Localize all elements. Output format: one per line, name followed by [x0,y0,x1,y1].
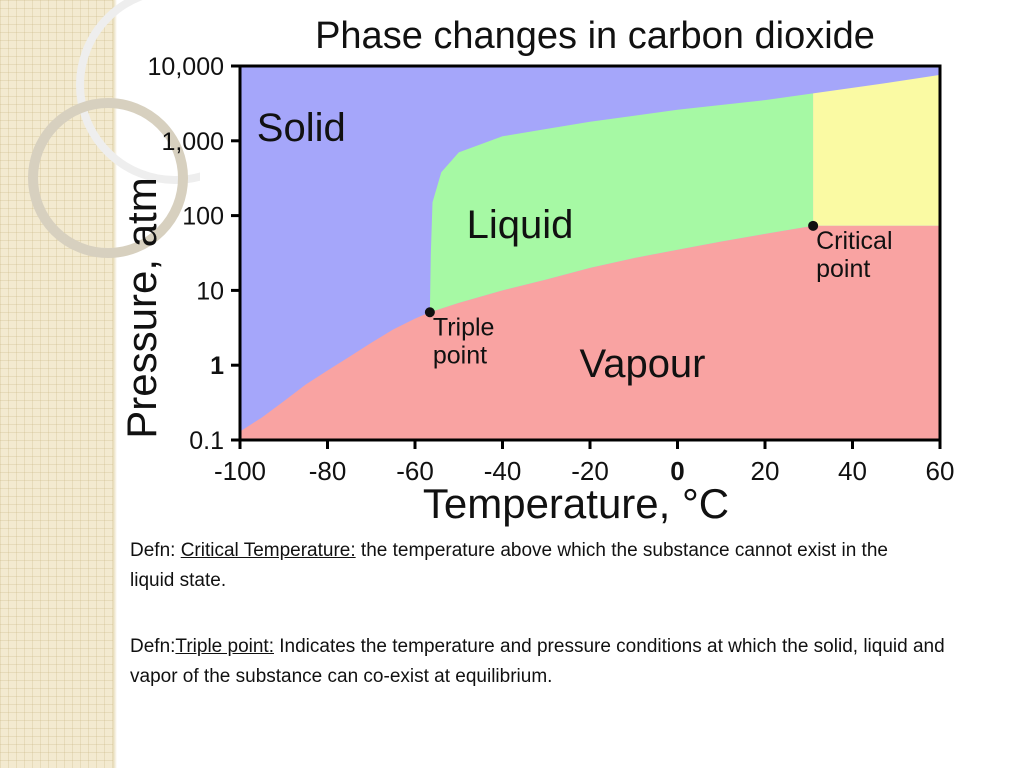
y-axis-label: Pressure, atm [118,177,165,438]
definition-critical-temperature: Defn: Critical Temperature: the temperat… [130,536,890,596]
triple-point-label: Triple point [433,313,495,369]
triple-point-label-line: Triple [433,313,495,341]
y-tick-label: 10,000 [148,53,224,81]
x-tick-label: 40 [838,456,867,486]
x-tick-label: 60 [926,456,955,486]
definition-text: the temperature above which the substanc… [130,540,888,591]
critical-point-label: Critical point [816,227,892,283]
chart-labels: Phase changes in carbon dioxide Temperatu… [118,15,893,527]
x-tick-label: -100 [214,456,266,486]
phase-diagram-chart: -100 -80 -60 -40 -20 0 20 40 60 10,000 1,000 100 10 1… [118,15,955,527]
critical-point-label-line: point [816,255,870,283]
region-label-liquid: Liquid [467,203,574,247]
definition-term: Triple point: [175,636,274,657]
y-tick-label: 100 [182,203,224,231]
region-vapour [240,225,940,440]
x-tick-label: -80 [309,456,347,486]
x-axis-label: Temperature, °C [423,480,729,527]
decorative-ring-lower [28,98,188,258]
triple-point-label-line: point [433,341,487,369]
definition-prefix: Defn: [130,636,176,657]
region-label-solid: Solid [257,106,346,150]
y-tick-label: 0.1 [189,427,224,455]
decorative-ring-upper [76,0,200,184]
definition-triple-point: Defn:Triple point: Indicates the tempera… [130,632,960,692]
definition-text: Indicates the temperature and pressure c… [130,636,945,687]
chart-axes: -100 -80 -60 -40 -20 0 20 40 60 10,000 1,000 100 10 1… [148,53,955,486]
triple-point-marker [424,307,435,318]
phase-regions [240,66,940,440]
region-label-vapour: Vapour [579,342,705,386]
side-strip-edge [113,0,117,768]
critical-point-marker [808,220,819,231]
y-tick-label: 10 [196,277,224,305]
definition-term: Critical Temperature: [180,540,356,561]
critical-point-label-line: Critical [816,227,892,255]
y-tick-label: 1,000 [161,128,224,156]
x-tick-label: -40 [484,456,522,486]
x-tick-label: 20 [751,456,780,486]
x-tick-label: -20 [571,456,609,486]
region-liquid [429,93,814,313]
region-supercritical [813,74,940,226]
chart-title: Phase changes in carbon dioxide [315,15,875,57]
y-tick-label: 1 [210,352,224,380]
definition-prefix: Defn: [130,540,181,561]
x-tick-label: 0 [670,456,684,486]
decorative-rings [28,0,200,258]
x-tick-label: -60 [396,456,434,486]
